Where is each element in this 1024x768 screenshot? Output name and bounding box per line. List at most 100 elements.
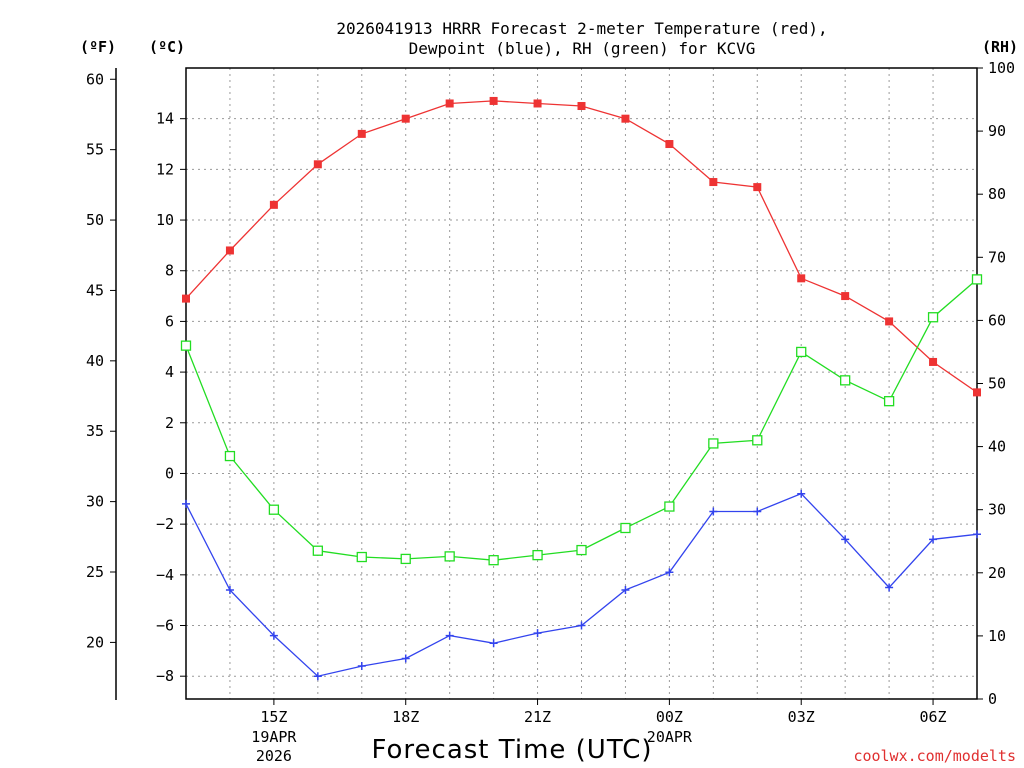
- temperature-point: [313, 160, 322, 169]
- time-tick-label: 00Z: [656, 708, 683, 726]
- rh-point: [180, 340, 192, 351]
- celsius-tick-label: 8: [165, 262, 174, 280]
- fahrenheit-tick-label: 50: [86, 211, 104, 229]
- celsius-tick-label: 2: [165, 414, 174, 432]
- fahrenheit-tick-label: 20: [86, 633, 104, 651]
- rh-point: [752, 435, 763, 446]
- rh-point: [532, 549, 543, 561]
- celsius-tick-label: 0: [165, 464, 174, 482]
- temperature-point: [401, 114, 410, 123]
- rh-point: [224, 450, 236, 462]
- celsius-tick-label: 4: [165, 363, 174, 381]
- celsius-tick-label: −4: [156, 566, 174, 584]
- data-series: [180, 96, 983, 681]
- dewpoint-point: [313, 672, 322, 681]
- unit-label-fahrenheit: (ºF): [80, 38, 116, 56]
- rh-tick-label: 60: [988, 311, 1006, 329]
- rh-tick-label: 50: [988, 375, 1006, 393]
- fahrenheit-tick-label: 45: [86, 281, 104, 299]
- fahrenheit-tick-label: 40: [86, 352, 104, 370]
- dewpoint-point: [973, 530, 981, 539]
- rh-tick-label: 70: [988, 248, 1006, 266]
- celsius-axis: 14 12 10 8 6 4 2 0 −2 −4 −6 −8: [156, 110, 186, 685]
- dewpoint-point: [665, 568, 674, 577]
- x-axis-label: Forecast Time (UTC): [371, 735, 652, 765]
- time-date-label: 2026: [256, 747, 292, 765]
- dewpoint-point: [885, 583, 894, 592]
- dewpoint-point: [621, 586, 630, 595]
- dewpoint-point: [401, 654, 410, 663]
- dewpoint-point: [445, 631, 454, 640]
- temperature-line: [185, 100, 978, 393]
- rh-point: [312, 545, 323, 556]
- temperature-point: [621, 114, 630, 123]
- temperature-point: [182, 294, 190, 303]
- dewpoint-point: [929, 535, 938, 544]
- dewpoint-point: [533, 629, 542, 638]
- series-temperature: [182, 96, 981, 397]
- celsius-tick-label: 14: [156, 110, 174, 128]
- plot-frame: [185, 67, 978, 700]
- rh-point: [400, 553, 411, 565]
- rh-point: [927, 312, 939, 323]
- time-tick-label: 18Z: [392, 708, 419, 726]
- temperature-point: [445, 99, 454, 108]
- time-date-label: 19APR: [251, 728, 297, 746]
- fahrenheit-axis: 60 55 50 45 40 35 30 25 20: [86, 70, 116, 651]
- grid-lines: [186, 68, 977, 699]
- rh-point: [664, 501, 675, 512]
- temperature-point: [753, 183, 762, 192]
- temperature-point: [357, 129, 366, 138]
- temperature-point: [489, 96, 498, 105]
- dewpoint-point: [357, 662, 366, 671]
- rh-point: [971, 274, 983, 285]
- celsius-tick-label: −8: [156, 667, 174, 685]
- rh-point: [576, 544, 587, 556]
- temperature-point: [885, 317, 894, 326]
- temperature-point: [709, 178, 718, 187]
- celsius-tick-label: −2: [156, 515, 174, 533]
- rh-tick-label: 100: [988, 59, 1015, 77]
- celsius-tick-label: 6: [165, 312, 174, 330]
- fahrenheit-tick-label: 55: [86, 141, 104, 159]
- series-rh: [180, 274, 983, 566]
- unit-label-celsius: (ºC): [149, 38, 185, 56]
- rh-point: [796, 346, 807, 358]
- temperature-point: [269, 200, 278, 209]
- dewpoint-point: [489, 639, 498, 648]
- fahrenheit-tick-label: 30: [86, 493, 104, 511]
- fahrenheit-tick-label: 25: [86, 563, 104, 581]
- temperature-point: [973, 388, 981, 397]
- credit-text: coolwx.com/modelts: [853, 747, 1016, 765]
- fahrenheit-tick-label: 60: [86, 70, 104, 88]
- rh-point: [840, 375, 851, 386]
- rh-tick-label: 90: [988, 122, 1006, 140]
- dewpoint-point: [577, 621, 586, 630]
- rh-tick-label: 80: [988, 185, 1006, 203]
- celsius-tick-label: −6: [156, 617, 174, 635]
- dewpoint-point: [269, 631, 278, 640]
- rh-point: [356, 551, 367, 563]
- temperature-point: [577, 102, 586, 111]
- chart-title-line1: 2026041913 HRRR Forecast 2-meter Tempera…: [336, 19, 827, 38]
- time-date-label: 20APR: [647, 728, 693, 746]
- dewpoint-point: [709, 507, 718, 516]
- temperature-point: [533, 99, 542, 108]
- rh-point: [620, 522, 631, 534]
- time-tick-label: 06Z: [920, 708, 947, 726]
- celsius-tick-label: 12: [156, 160, 174, 178]
- fahrenheit-tick-label: 35: [86, 422, 104, 440]
- unit-label-rh: (RH): [982, 38, 1018, 56]
- rh-tick-label: 40: [988, 438, 1006, 456]
- dewpoint-point: [797, 489, 806, 498]
- dewpoint-point: [753, 507, 762, 516]
- rh-tick-label: 10: [988, 627, 1006, 645]
- dewpoint-point: [225, 586, 234, 595]
- temperature-point: [841, 292, 850, 301]
- chart-title-line2: Dewpoint (blue), RH (green) for KCVG: [409, 39, 756, 58]
- rh-point: [488, 555, 499, 566]
- rh-point: [268, 504, 280, 515]
